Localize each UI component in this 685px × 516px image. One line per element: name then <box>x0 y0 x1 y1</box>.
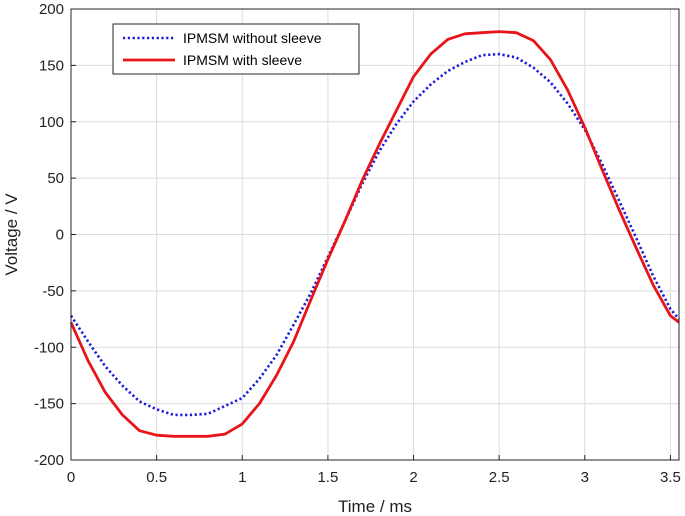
x-axis-label: Time / ms <box>338 497 412 516</box>
y-tick-label: 200 <box>39 1 64 18</box>
legend-label-with-sleeve: IPMSM with sleeve <box>183 52 302 68</box>
series-layer <box>69 30 680 438</box>
x-tick-label: 2.5 <box>489 469 510 486</box>
y-tick-label: 0 <box>56 227 64 244</box>
legend-box <box>112 23 360 75</box>
x-tick-label: 0 <box>67 469 75 486</box>
x-tick-label: 0.5 <box>146 469 167 486</box>
series-line-with-sleeve <box>69 30 680 438</box>
legend-label-without-sleeve: IPMSM without sleeve <box>183 30 322 46</box>
tick-labels: 0 0.5 1 1.5 2 2.5 3 3.5 -200 -150 -100 -50 0 50 100 150… <box>34 1 681 486</box>
x-tick-label: 1.5 <box>317 469 338 486</box>
y-tick-label: 50 <box>47 170 64 187</box>
plot-frame <box>70 8 680 461</box>
x-tick-label: 3 <box>581 469 589 486</box>
y-tick-label: -100 <box>34 339 64 356</box>
x-tick-label: 2 <box>409 469 417 486</box>
grid <box>70 8 679 461</box>
y-tick-label: 100 <box>39 114 64 131</box>
y-tick-label: -50 <box>42 283 64 300</box>
legend: IPMSM without sleeve IPMSM with sleeve <box>112 23 360 75</box>
y-axis-label: Voltage / V <box>2 193 21 276</box>
y-tick-label: -200 <box>34 452 64 469</box>
y-tick-label: 150 <box>39 57 64 74</box>
x-tick-label: 3.5 <box>660 469 681 486</box>
y-tick-label: -150 <box>34 396 64 413</box>
x-tick-label: 1 <box>238 469 246 486</box>
